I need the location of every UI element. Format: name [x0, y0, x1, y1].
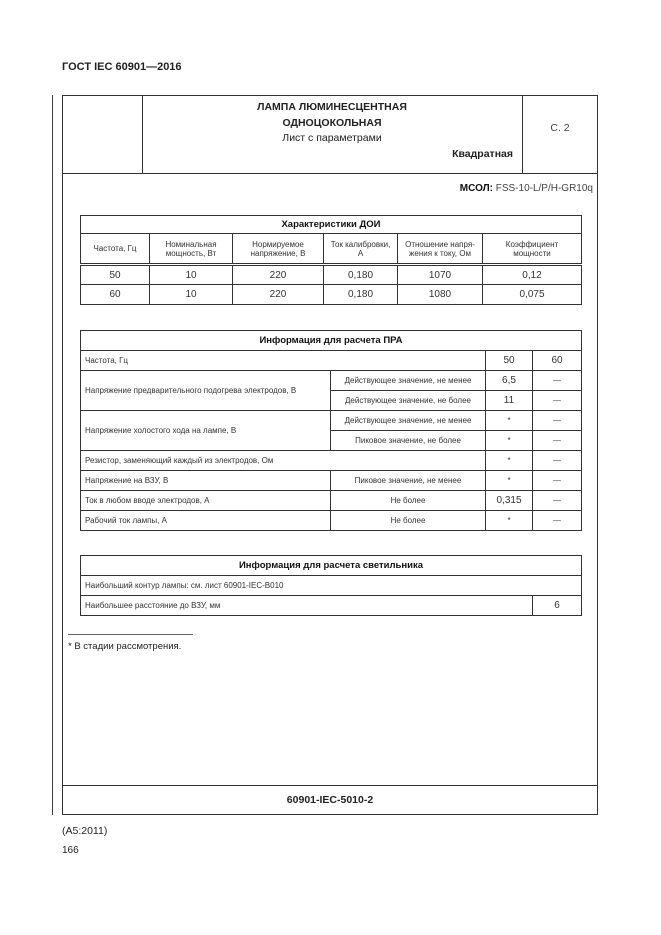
cell: Не более [330, 490, 486, 511]
cell: 0,180 [323, 284, 398, 305]
cell: 11 [485, 390, 533, 411]
mcol-value: FSS-10-L/P/H-GR10q [492, 183, 593, 194]
cell: — [532, 430, 582, 451]
pra-table: Информация для расчета ПРА Частота, Гц 50… [80, 330, 582, 531]
luminaire-table: Информация для расчета светильника Наибо… [80, 555, 582, 616]
cell: * [485, 410, 533, 431]
cell: 220 [232, 284, 324, 305]
page-number: 166 [62, 845, 79, 856]
cell: 10 [149, 264, 233, 285]
table-title: Информация для расчета ПРА [80, 330, 582, 351]
cell: * [485, 430, 533, 451]
sheet-page: С. 2 [550, 122, 570, 134]
cell: 0,12 [482, 264, 582, 285]
cell: Действующее значение, не менее [330, 370, 486, 391]
cell: 60 [532, 350, 582, 371]
cell: 0,315 [485, 490, 533, 511]
table-row: Напряжение на ВЗУ, В Пиковое значение, не… [80, 470, 582, 491]
cell: Рабочий ток лампы, А [80, 510, 331, 531]
mcol-label: МСОЛ: [459, 183, 493, 194]
cell: — [532, 490, 582, 511]
table-row: Резистор, заменяющий каждый из электродо… [80, 450, 582, 471]
footnote-rule [68, 634, 193, 635]
cell: 1070 [397, 264, 483, 285]
cell: — [532, 470, 582, 491]
sheet-title: ЛАМПА ЛЮМИНЕСЦЕНТНАЯ ОДНОЦОКОЛЬНАЯ [142, 99, 522, 131]
column-header: Ток калибровки, А [323, 233, 398, 265]
table-title: Характеристики ДОИ [80, 215, 582, 234]
table-row: 60 10 220 0,180 1080 0,075 [80, 284, 582, 305]
table-title: Информация для расчета светильника [80, 555, 582, 576]
table-row: Ток в любом вводе электродов, А Не более 0… [80, 490, 582, 511]
sheet-frame [62, 95, 598, 815]
table-row: 50 10 220 0,180 1070 0,12 [80, 264, 582, 285]
cell: Не более [330, 510, 486, 531]
cell: — [532, 390, 582, 411]
cell: Наибольший контур лампы: см. лист 60901-… [80, 575, 582, 596]
cell: — [532, 450, 582, 471]
lamp-shape: Квадратная [452, 148, 513, 160]
divider [142, 95, 143, 173]
cell: * [485, 470, 533, 491]
cell: — [532, 510, 582, 531]
divider [62, 785, 598, 786]
cell: Наибольшее расстояние до ВЗУ, мм [80, 595, 533, 616]
cell: Действующее значение, не менее [330, 410, 486, 431]
table-row: Рабочий ток лампы, А Не более * — [80, 510, 582, 531]
cell: 10 [149, 284, 233, 305]
cell: 1080 [397, 284, 483, 305]
footnote: * В стадии рассмотрения. [68, 641, 182, 652]
doi-table: Характеристики ДОИ Частота, Гц Номинальн… [80, 215, 582, 305]
cell: Пиковое значение, не более [330, 430, 486, 451]
cell: 0,075 [482, 284, 582, 305]
cell: Напряжение предварительного подогрева эл… [80, 370, 331, 411]
column-header: Нормируемое напряжение, В [232, 233, 324, 265]
column-header: Частота, Гц [80, 233, 150, 265]
document-id: ГОСТ IEC 60901—2016 [62, 61, 182, 73]
cell: — [532, 410, 582, 431]
frame-line [52, 95, 53, 815]
column-header: Отношение напря-жения к току, Ом [397, 233, 483, 265]
divider [522, 95, 523, 173]
table-row: Наибольшее расстояние до ВЗУ, мм 6 [80, 595, 582, 616]
sheet-subtitle: Лист с параметрами [282, 132, 382, 144]
mcol-code: МСОЛ: FSS-10-L/P/H-GR10q [460, 183, 593, 194]
cell: * [485, 510, 533, 531]
table-row: Напряжение холостого хода на лампе, В Дей… [80, 410, 582, 451]
title-line: ЛАМПА ЛЮМИНЕСЦЕНТНАЯ [257, 101, 407, 113]
cell: — [532, 370, 582, 391]
cell: Напряжение холостого хода на лампе, В [80, 410, 331, 451]
table-row: Частота, Гц 50 60 [80, 350, 582, 371]
cell: 50 [485, 350, 533, 371]
cell: 50 [80, 264, 150, 285]
column-header: Коэффициент мощности [482, 233, 582, 265]
column-header: Номинальная мощность, Вт [149, 233, 233, 265]
cell: 60 [80, 284, 150, 305]
cell: 6 [532, 595, 582, 616]
cell: 220 [232, 264, 324, 285]
amendment: (A5:2011) [62, 825, 108, 837]
table-row: Напряжение предварительного подогрева эл… [80, 370, 582, 411]
cell: Резистор, заменяющий каждый из электродо… [80, 450, 486, 471]
cell: Пиковое значение, не менее [330, 470, 486, 491]
cell: 0,180 [323, 264, 398, 285]
divider [62, 173, 598, 174]
sheet-number: 60901-IEC-5010-2 [286, 794, 374, 806]
table-row: Наибольший контур лампы: см. лист 60901-… [80, 575, 582, 596]
cell: Действующее значение, не более [330, 390, 486, 411]
cell: Ток в любом вводе электродов, А [80, 490, 331, 511]
cell: 6,5 [485, 370, 533, 391]
cell: Частота, Гц [80, 350, 486, 371]
cell: Напряжение на ВЗУ, В [80, 470, 331, 491]
title-line: ОДНОЦОКОЛЬНАЯ [282, 117, 382, 129]
cell: * [485, 450, 533, 471]
table-row: Действующее значение, не более 11— [81, 390, 582, 411]
